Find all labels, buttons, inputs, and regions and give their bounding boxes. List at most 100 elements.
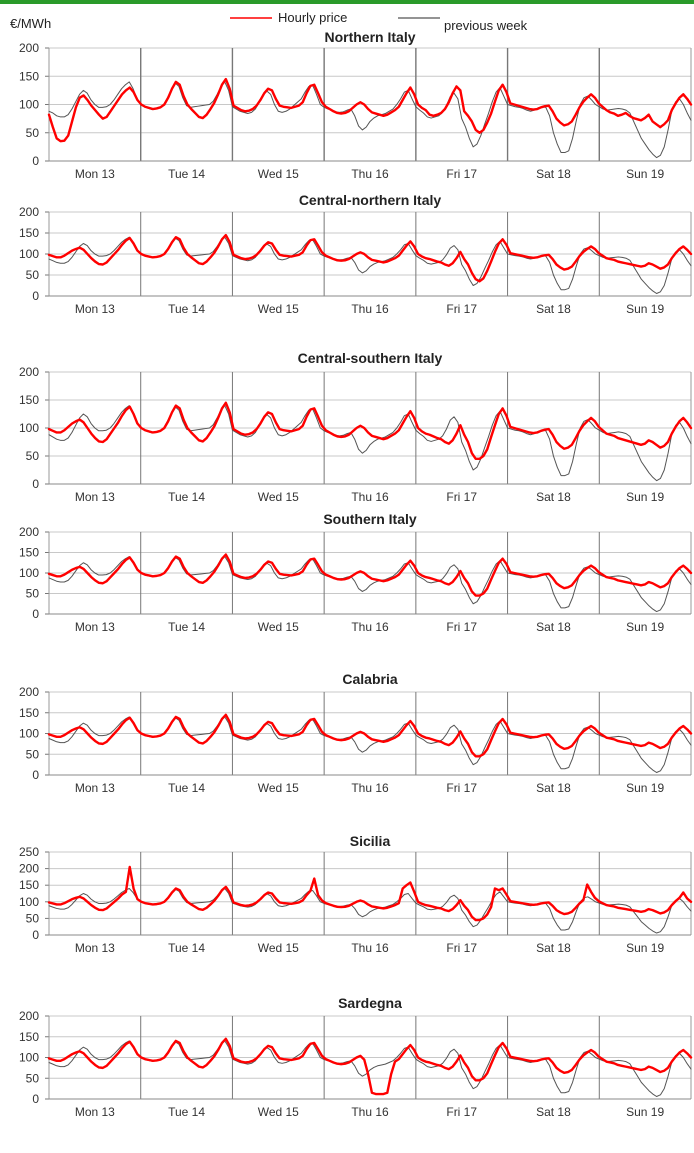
- x-tick-label: Tue 14: [168, 620, 205, 634]
- x-tick-label: Thu 16: [351, 781, 389, 795]
- y-tick-label: 150: [19, 69, 39, 83]
- series-hourly-price-line: [47, 77, 693, 143]
- y-tick-label: 200: [19, 365, 39, 379]
- x-tick-label: Wed 15: [258, 490, 299, 504]
- x-tick-label: Sat 18: [536, 302, 571, 316]
- x-tick-label: Wed 15: [258, 620, 299, 634]
- x-tick-label: Sat 18: [536, 620, 571, 634]
- y-tick-label: 0: [32, 607, 39, 621]
- top-accent-bar: [0, 0, 694, 4]
- series-previous-week-line: [48, 556, 692, 613]
- y-tick-label: 0: [32, 289, 39, 303]
- panel-title: Sicilia: [350, 833, 391, 849]
- x-tick-label: Sun 19: [626, 1105, 664, 1119]
- panel-title: Central-northern Italy: [299, 192, 442, 208]
- x-tick-label: Thu 16: [351, 620, 389, 634]
- x-tick-label: Mon 13: [75, 941, 115, 955]
- x-tick-label: Wed 15: [258, 941, 299, 955]
- y-tick-label: 0: [32, 1092, 39, 1106]
- x-tick-label: Sat 18: [536, 1105, 571, 1119]
- y-tick-label: 200: [19, 205, 39, 219]
- x-tick-label: Sat 18: [536, 941, 571, 955]
- y-tick-label: 50: [26, 587, 40, 601]
- legend-current-label: Hourly price: [278, 10, 347, 25]
- y-tick-label: 50: [26, 911, 40, 925]
- x-tick-label: Sun 19: [626, 620, 664, 634]
- x-tick-label: Thu 16: [351, 167, 389, 181]
- x-tick-label: Sat 18: [536, 167, 571, 181]
- series-hourly-price-line: [47, 401, 693, 460]
- panel-title: Calabria: [342, 671, 397, 687]
- y-tick-label: 200: [19, 41, 39, 55]
- series-previous-week-line: [48, 405, 692, 482]
- x-tick-label: Fri 17: [446, 302, 477, 316]
- x-tick-label: Sat 18: [536, 781, 571, 795]
- x-tick-label: Fri 17: [446, 1105, 477, 1119]
- y-tick-label: 0: [32, 928, 39, 942]
- y-tick-label: 200: [19, 1009, 39, 1023]
- x-tick-label: Mon 13: [75, 490, 115, 504]
- x-tick-label: Fri 17: [446, 167, 477, 181]
- y-tick-label: 100: [19, 421, 39, 435]
- x-tick-label: Sat 18: [536, 490, 571, 504]
- y-tick-label: 0: [32, 768, 39, 782]
- x-tick-label: Mon 13: [75, 167, 115, 181]
- panel-title: Central-southern Italy: [298, 350, 443, 366]
- panel-central-southern-italy: Central-southern Italy 0 50 100 150 200 Mon 13…: [19, 350, 693, 504]
- y-tick-label: 50: [26, 747, 40, 761]
- y-tick-label: 250: [19, 845, 39, 859]
- panel-title: Northern Italy: [324, 29, 415, 45]
- panel-sardegna: Sardegna 0 50 100 150 200 Mon 13 Tue 14 Wed 15 Th…: [19, 995, 693, 1119]
- series-previous-week-line: [48, 888, 692, 934]
- x-tick-label: Thu 16: [351, 302, 389, 316]
- panel-calabria: Calabria 0 50 100 150 200 Mon 13 Tue 14 Wed 15 Th…: [19, 671, 693, 795]
- y-tick-label: 100: [19, 566, 39, 580]
- y-tick-label: 100: [19, 895, 39, 909]
- x-tick-label: Tue 14: [168, 781, 205, 795]
- legend-previous-label: previous week: [444, 18, 528, 33]
- y-tick-label: 50: [26, 449, 40, 463]
- y-tick-label: 150: [19, 393, 39, 407]
- x-tick-label: Thu 16: [351, 490, 389, 504]
- series-previous-week-line: [48, 716, 692, 774]
- y-tick-label: 150: [19, 1030, 39, 1044]
- x-tick-label: Fri 17: [446, 490, 477, 504]
- x-tick-label: Wed 15: [258, 781, 299, 795]
- panels: Northern Italy 0 50 100 150 200 Mon 13 Tue 14 We…: [19, 29, 693, 1119]
- y-tick-label: 100: [19, 727, 39, 741]
- series-hourly-price-line: [47, 553, 693, 597]
- panel-central-northern-italy: Central-northern Italy 0 50 100 150 200 Mon 13…: [19, 192, 693, 316]
- y-tick-label: 100: [19, 98, 39, 112]
- unit-label: €/MWh: [10, 16, 51, 31]
- x-tick-label: Mon 13: [75, 620, 115, 634]
- y-tick-label: 50: [26, 126, 40, 140]
- panel-sicilia: Sicilia 0 50 100 150 200 250 Mon 13 Tue 14 Wed 15…: [19, 833, 693, 955]
- x-tick-label: Mon 13: [75, 781, 115, 795]
- x-tick-label: Mon 13: [75, 1105, 115, 1119]
- y-tick-label: 150: [19, 226, 39, 240]
- x-tick-label: Tue 14: [168, 167, 205, 181]
- x-tick-label: Fri 17: [446, 941, 477, 955]
- y-tick-label: 50: [26, 268, 40, 282]
- y-tick-label: 200: [19, 525, 39, 539]
- x-tick-label: Tue 14: [168, 941, 205, 955]
- x-tick-label: Thu 16: [351, 1105, 389, 1119]
- panel-title: Southern Italy: [323, 511, 417, 527]
- y-tick-label: 100: [19, 247, 39, 261]
- series-previous-week-line: [48, 236, 692, 294]
- x-tick-label: Tue 14: [168, 490, 205, 504]
- x-tick-label: Sun 19: [626, 941, 664, 955]
- x-tick-label: Sun 19: [626, 302, 664, 316]
- series-hourly-price-line: [47, 233, 693, 283]
- y-tick-label: 100: [19, 1051, 39, 1065]
- y-tick-label: 50: [26, 1071, 40, 1085]
- panel-northern-italy: Northern Italy 0 50 100 150 200 Mon 13 Tue 14 We…: [19, 29, 693, 181]
- x-tick-label: Wed 15: [258, 167, 299, 181]
- y-tick-label: 150: [19, 546, 39, 560]
- x-tick-label: Mon 13: [75, 302, 115, 316]
- panel-title: Sardegna: [338, 995, 402, 1011]
- x-tick-label: Sun 19: [626, 490, 664, 504]
- y-tick-label: 200: [19, 862, 39, 876]
- panel-southern-italy: Southern Italy 0 50 100 150 200 Mon 13 Tue 14 We…: [19, 511, 693, 634]
- x-tick-label: Sun 19: [626, 167, 664, 181]
